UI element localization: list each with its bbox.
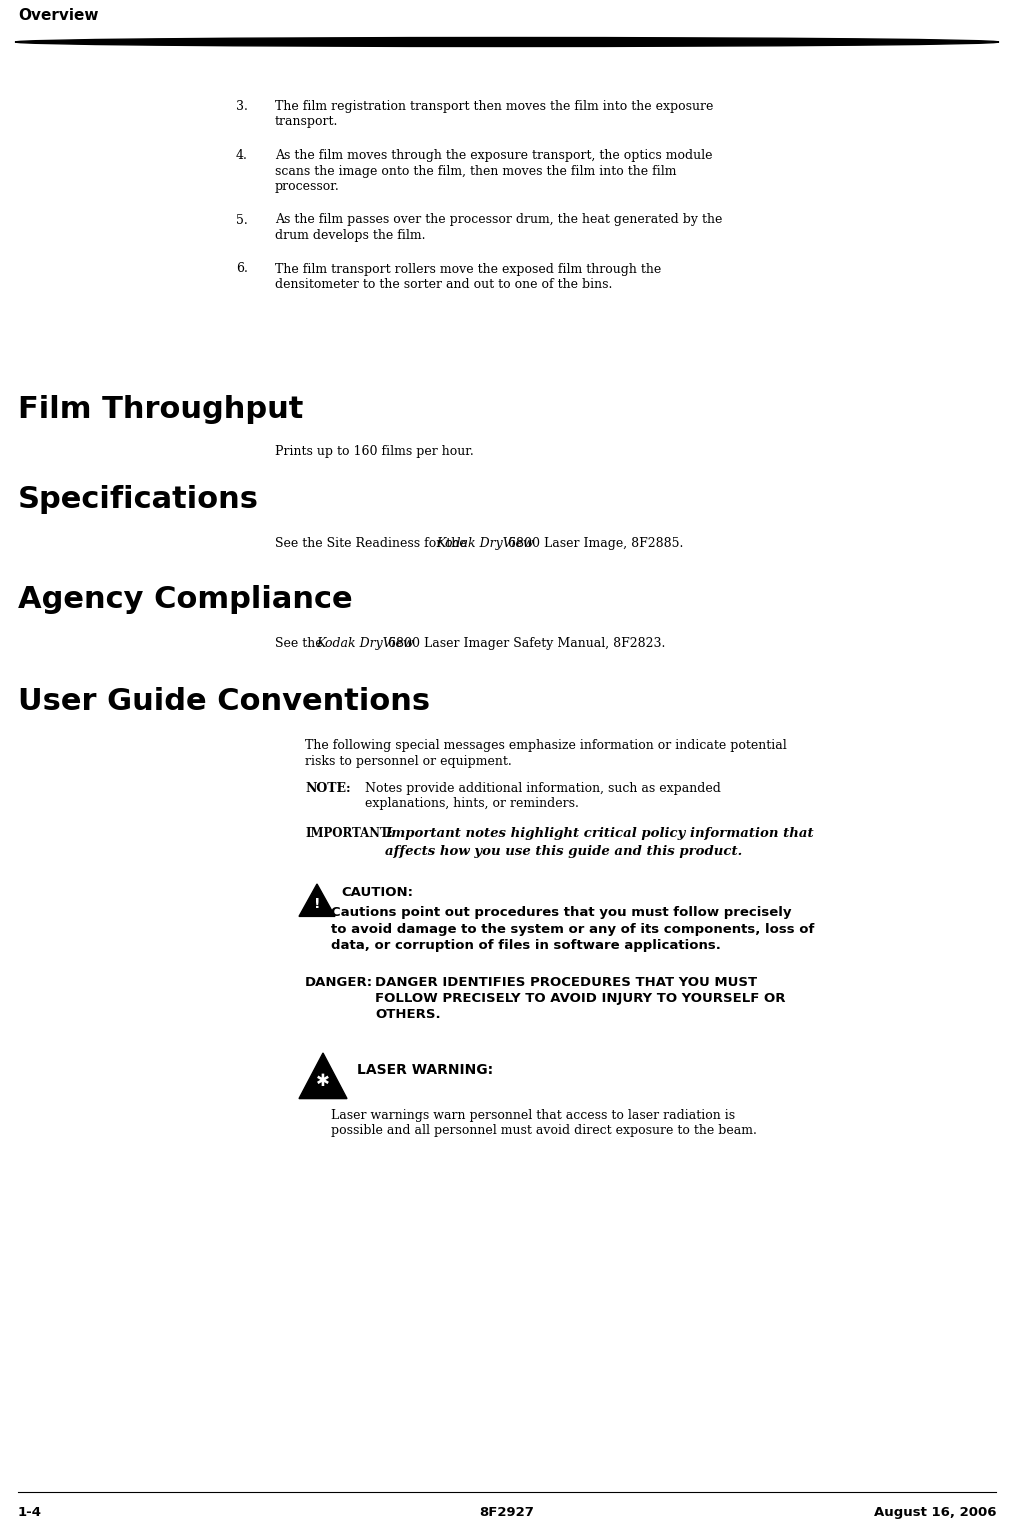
Text: August 16, 2006: August 16, 2006 (873, 1506, 996, 1519)
Text: See the: See the (275, 637, 327, 651)
Text: Film Throughput: Film Throughput (18, 395, 303, 424)
Text: Specifications: Specifications (18, 485, 259, 514)
Text: As the film passes over the processor drum, the heat generated by the: As the film passes over the processor dr… (275, 213, 722, 227)
Text: IMPORTANT:: IMPORTANT: (305, 828, 392, 840)
Text: The following special messages emphasize information or indicate potential: The following special messages emphasize… (305, 739, 787, 751)
Text: densitometer to the sorter and out to one of the bins.: densitometer to the sorter and out to on… (275, 277, 612, 291)
Text: Kodak DryView: Kodak DryView (436, 536, 533, 550)
Text: The film transport rollers move the exposed film through the: The film transport rollers move the expo… (275, 262, 661, 276)
Text: Agency Compliance: Agency Compliance (18, 585, 353, 614)
Text: 4.: 4. (236, 149, 248, 162)
Text: processor.: processor. (275, 180, 340, 194)
Ellipse shape (15, 38, 999, 47)
Text: risks to personnel or equipment.: risks to personnel or equipment. (305, 754, 512, 768)
Text: Laser warnings warn personnel that access to laser radiation is: Laser warnings warn personnel that acces… (331, 1108, 735, 1122)
Text: to avoid damage to the system or any of its components, loss of: to avoid damage to the system or any of … (331, 922, 814, 936)
Text: 5.: 5. (236, 213, 248, 227)
Text: LASER WARNING:: LASER WARNING: (357, 1064, 493, 1077)
Text: affects how you use this guide and this product.: affects how you use this guide and this … (385, 844, 742, 858)
Text: User Guide Conventions: User Guide Conventions (18, 687, 430, 716)
Text: possible and all personnel must avoid direct exposure to the beam.: possible and all personnel must avoid di… (331, 1125, 756, 1137)
Text: Kodak DryView: Kodak DryView (316, 637, 415, 651)
Text: 6800 Laser Imager Safety Manual, 8F2823.: 6800 Laser Imager Safety Manual, 8F2823. (384, 637, 665, 651)
Text: data, or corruption of files in software applications.: data, or corruption of files in software… (331, 939, 721, 952)
Text: See the Site Readiness for the: See the Site Readiness for the (275, 536, 470, 550)
Text: 8F2927: 8F2927 (480, 1506, 534, 1519)
Text: FOLLOW PRECISELY TO AVOID INJURY TO YOURSELF OR: FOLLOW PRECISELY TO AVOID INJURY TO YOUR… (375, 992, 786, 1004)
Text: explanations, hints, or reminders.: explanations, hints, or reminders. (365, 797, 579, 811)
Text: CAUTION:: CAUTION: (341, 885, 413, 899)
Text: Notes provide additional information, such as expanded: Notes provide additional information, su… (365, 782, 721, 796)
Text: 1-4: 1-4 (18, 1506, 42, 1519)
Text: Prints up to 160 films per hour.: Prints up to 160 films per hour. (275, 445, 474, 459)
Text: OTHERS.: OTHERS. (375, 1009, 441, 1021)
Text: DANGER IDENTIFIES PROCEDURES THAT YOU MUST: DANGER IDENTIFIES PROCEDURES THAT YOU MU… (375, 975, 757, 989)
Text: transport.: transport. (275, 116, 339, 128)
Text: 6.: 6. (236, 262, 248, 276)
Text: !: ! (313, 896, 320, 911)
Text: Cautions point out procedures that you must follow precisely: Cautions point out procedures that you m… (331, 905, 792, 919)
Text: DANGER:: DANGER: (305, 975, 373, 989)
Text: Overview: Overview (18, 8, 98, 23)
Polygon shape (299, 1053, 347, 1099)
Text: 3.: 3. (236, 101, 248, 113)
Text: ✱: ✱ (316, 1071, 330, 1090)
Text: Important notes highlight critical policy information that: Important notes highlight critical polic… (385, 828, 813, 840)
Text: NOTE:: NOTE: (305, 782, 351, 796)
Text: 6800 Laser Image, 8F2885.: 6800 Laser Image, 8F2885. (504, 536, 683, 550)
Text: drum develops the film.: drum develops the film. (275, 229, 426, 242)
Text: The film registration transport then moves the film into the exposure: The film registration transport then mov… (275, 101, 714, 113)
Text: scans the image onto the film, then moves the film into the film: scans the image onto the film, then move… (275, 165, 676, 177)
Text: As the film moves through the exposure transport, the optics module: As the film moves through the exposure t… (275, 149, 713, 162)
Polygon shape (299, 884, 335, 916)
